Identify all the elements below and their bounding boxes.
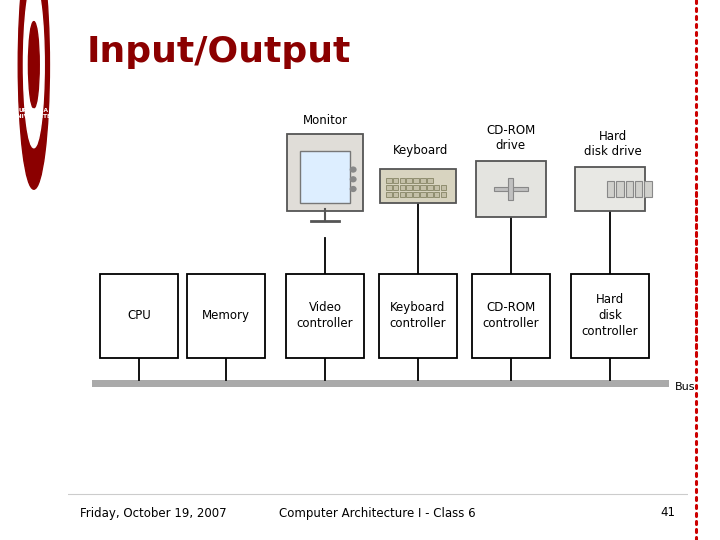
Circle shape (18, 0, 50, 189)
FancyBboxPatch shape (287, 274, 364, 358)
Bar (386, 192, 392, 197)
Circle shape (24, 0, 44, 148)
Bar (441, 192, 446, 197)
Bar (635, 181, 642, 197)
Bar (407, 192, 412, 197)
Text: Input/Output: Input/Output (86, 35, 351, 69)
Bar (407, 185, 412, 190)
Bar (644, 181, 652, 197)
Circle shape (12, 0, 55, 238)
Text: Keyboard
controller: Keyboard controller (390, 301, 446, 330)
Bar (427, 178, 433, 183)
Bar (607, 181, 614, 197)
Bar (400, 178, 405, 183)
Circle shape (28, 22, 40, 108)
Text: CPU: CPU (127, 309, 151, 322)
Bar (393, 185, 398, 190)
Bar (420, 185, 426, 190)
Text: Monitor: Monitor (302, 114, 348, 127)
FancyBboxPatch shape (476, 161, 546, 217)
Bar (407, 178, 412, 183)
Text: Bus: Bus (675, 382, 696, 392)
Text: Memory: Memory (202, 309, 250, 322)
Bar (413, 178, 419, 183)
Text: Informationsteknologi: Informationsteknologi (27, 222, 41, 383)
Bar (393, 192, 398, 197)
Text: Hard
disk
controller: Hard disk controller (582, 293, 639, 339)
Text: Computer Architecture I - Class 6: Computer Architecture I - Class 6 (279, 507, 476, 519)
Bar (386, 178, 392, 183)
Bar (413, 192, 419, 197)
Text: Hard
disk drive: Hard disk drive (585, 130, 642, 158)
FancyBboxPatch shape (287, 134, 363, 211)
Bar (433, 192, 439, 197)
Bar (413, 185, 419, 190)
Text: CD-ROM
drive: CD-ROM drive (486, 124, 536, 152)
Bar (427, 185, 433, 190)
FancyBboxPatch shape (300, 151, 351, 202)
Bar (427, 192, 433, 197)
Text: Keyboard: Keyboard (393, 144, 449, 157)
Text: 41: 41 (660, 507, 675, 519)
Bar (494, 187, 528, 191)
FancyBboxPatch shape (187, 274, 264, 358)
Bar (400, 192, 405, 197)
FancyBboxPatch shape (379, 274, 456, 358)
Bar (508, 178, 513, 200)
FancyBboxPatch shape (572, 274, 649, 358)
FancyBboxPatch shape (575, 166, 645, 211)
Bar (616, 181, 624, 197)
Bar (441, 185, 446, 190)
Text: Video
controller: Video controller (297, 301, 354, 330)
Bar (420, 192, 426, 197)
Text: UPPSALA
UNIVERSITET: UPPSALA UNIVERSITET (12, 108, 55, 119)
Bar (393, 178, 398, 183)
Circle shape (351, 186, 356, 192)
Bar (433, 185, 439, 190)
Bar (626, 181, 633, 197)
FancyBboxPatch shape (100, 274, 178, 358)
Circle shape (351, 167, 356, 172)
FancyBboxPatch shape (472, 274, 549, 358)
Bar (420, 178, 426, 183)
Text: CD-ROM
controller: CD-ROM controller (482, 301, 539, 330)
Circle shape (351, 177, 356, 181)
FancyBboxPatch shape (92, 380, 669, 387)
Bar (400, 185, 405, 190)
FancyBboxPatch shape (380, 169, 456, 203)
Bar (386, 185, 392, 190)
Text: Friday, October 19, 2007: Friday, October 19, 2007 (80, 507, 227, 519)
